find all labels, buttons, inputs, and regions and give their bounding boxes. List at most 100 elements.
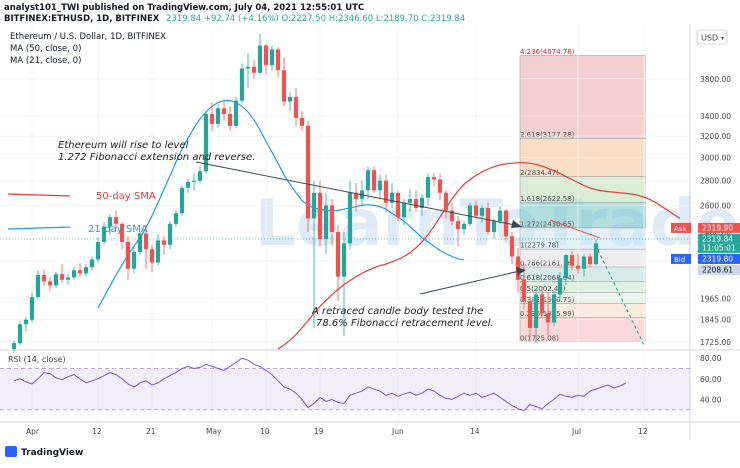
candle[interactable] — [17, 321, 23, 346]
candle[interactable] — [149, 244, 155, 272]
candle[interactable] — [95, 237, 101, 263]
candle[interactable] — [473, 200, 479, 219]
ma50-legend[interactable]: MA (50, close, 0) — [10, 44, 81, 54]
candle[interactable] — [365, 166, 371, 200]
candle[interactable] — [221, 101, 227, 121]
candle[interactable] — [407, 189, 413, 212]
candle[interactable] — [47, 277, 53, 292]
candle[interactable] — [371, 166, 377, 193]
currency-selector[interactable]: USD ▾ — [696, 29, 728, 45]
candle[interactable] — [521, 264, 527, 310]
candle[interactable] — [179, 185, 185, 216]
candle[interactable] — [131, 247, 137, 274]
candle[interactable] — [29, 292, 35, 323]
candle[interactable] — [245, 53, 251, 88]
candle[interactable] — [527, 296, 533, 338]
candle[interactable] — [581, 253, 587, 277]
candle[interactable] — [467, 202, 473, 227]
tradingview-logo[interactable]: TradingView — [5, 446, 83, 458]
candle[interactable] — [449, 202, 455, 226]
candle[interactable] — [389, 183, 395, 208]
candle[interactable] — [137, 232, 143, 256]
candle[interactable] — [263, 43, 269, 75]
candle[interactable] — [59, 264, 65, 283]
candle[interactable] — [443, 190, 449, 219]
candle[interactable] — [161, 236, 167, 256]
candle[interactable] — [113, 210, 119, 230]
candle[interactable] — [125, 236, 131, 280]
candle[interactable] — [41, 269, 47, 287]
candle[interactable] — [305, 120, 311, 233]
candle[interactable] — [227, 106, 233, 131]
candle[interactable] — [383, 174, 389, 212]
candle[interactable] — [329, 199, 335, 247]
candle[interactable] — [311, 180, 317, 328]
candle[interactable] — [497, 206, 503, 224]
candle[interactable] — [533, 289, 539, 344]
candle[interactable] — [509, 232, 515, 265]
candle[interactable] — [335, 225, 341, 302]
candle[interactable] — [173, 210, 179, 227]
candle[interactable] — [167, 221, 173, 250]
candle[interactable] — [545, 292, 551, 336]
candle[interactable] — [269, 45, 275, 71]
candle[interactable] — [203, 111, 209, 174]
candle[interactable] — [491, 218, 497, 240]
candle[interactable] — [53, 271, 59, 288]
candle[interactable] — [419, 194, 425, 216]
candle[interactable] — [89, 256, 95, 271]
candle[interactable] — [83, 264, 89, 277]
candle[interactable] — [11, 340, 17, 353]
candle[interactable] — [455, 215, 461, 247]
candle[interactable] — [341, 232, 347, 336]
candle[interactable] — [77, 263, 83, 277]
candle[interactable] — [23, 317, 29, 332]
bid-badge[interactable]: Bid — [671, 253, 691, 264]
candle[interactable] — [557, 271, 563, 300]
candle[interactable] — [287, 92, 293, 112]
candle[interactable] — [185, 179, 191, 193]
candle[interactable] — [323, 192, 329, 254]
candle[interactable] — [413, 190, 419, 212]
candle[interactable] — [35, 270, 41, 300]
candle[interactable] — [209, 102, 215, 131]
ma21-line[interactable] — [97, 99, 465, 309]
candle[interactable] — [119, 222, 125, 250]
rsi-pane[interactable] — [0, 352, 690, 422]
candle[interactable] — [251, 60, 257, 79]
candle[interactable] — [395, 190, 401, 222]
ma-value-tag[interactable]: 2208.61 — [698, 264, 740, 275]
candle[interactable] — [479, 205, 485, 223]
candle[interactable] — [281, 57, 287, 107]
candle[interactable] — [299, 111, 305, 131]
candle[interactable] — [257, 33, 263, 75]
candle[interactable] — [65, 273, 71, 285]
rsi-line[interactable] — [13, 357, 627, 412]
candle[interactable] — [587, 253, 593, 268]
candle[interactable] — [101, 222, 107, 245]
candle[interactable] — [563, 253, 569, 285]
candle[interactable] — [107, 214, 113, 235]
candle[interactable] — [539, 286, 545, 318]
countdown-tag[interactable]: 11:05:01 — [698, 243, 740, 253]
candle[interactable] — [431, 173, 437, 187]
candle[interactable] — [575, 253, 581, 274]
candle[interactable] — [155, 234, 161, 266]
candle[interactable] — [197, 166, 203, 184]
candle[interactable] — [71, 267, 77, 280]
candle[interactable] — [377, 174, 383, 200]
candle[interactable] — [233, 96, 239, 128]
candle[interactable] — [503, 209, 509, 241]
candle[interactable] — [239, 63, 245, 103]
candle[interactable] — [461, 221, 467, 235]
candle[interactable] — [569, 250, 575, 271]
candle[interactable] — [275, 47, 281, 78]
candle[interactable] — [593, 239, 599, 266]
bid-tag[interactable]: 2319.80 — [698, 253, 740, 264]
candle[interactable] — [317, 180, 323, 247]
ask-tag[interactable]: 2319.90 — [698, 222, 740, 233]
ma50-line[interactable] — [277, 162, 681, 350]
candle[interactable] — [293, 87, 299, 126]
last-price-tag[interactable]: 2319.84 — [698, 233, 740, 244]
candle[interactable] — [437, 173, 443, 201]
